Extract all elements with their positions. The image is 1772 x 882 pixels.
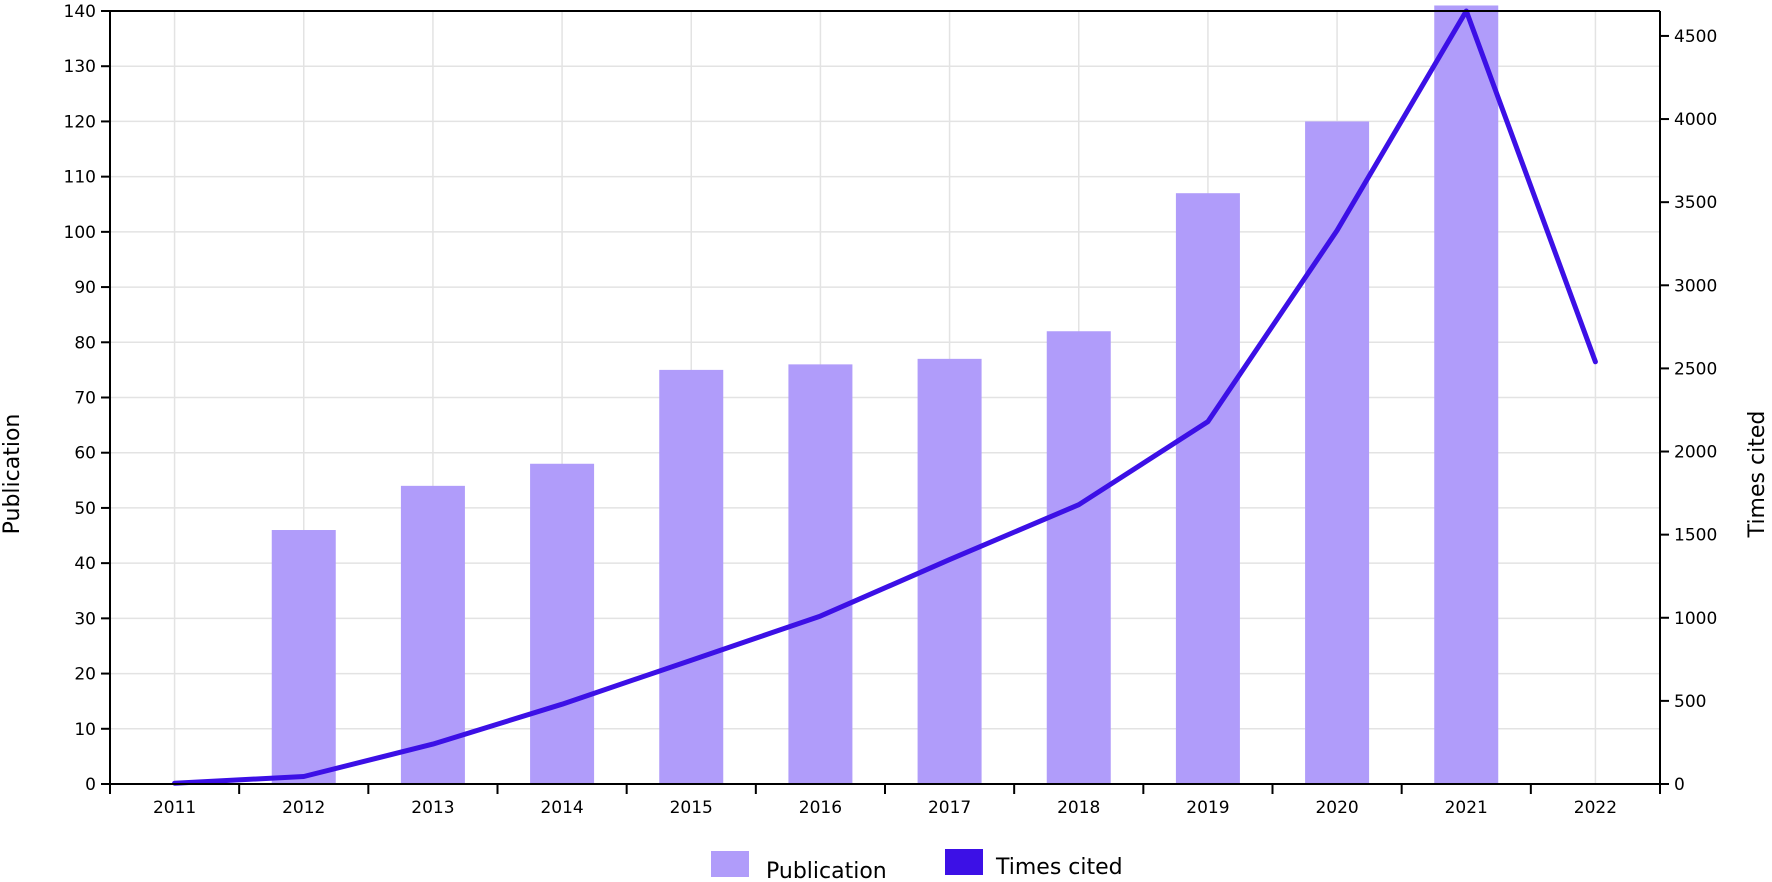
x-tick-label: 2019 xyxy=(1186,798,1229,818)
left-axis-ticks: 0 10 20 30 40 50 60 70 80 90 100 110 120 130 140 xyxy=(64,2,110,795)
left-tick-label: 90 xyxy=(74,278,96,298)
publication-bar xyxy=(530,463,595,784)
x-axis-ticks: 2011 2012 2013 2014 2015 2016 2017 2018 2019 2020… xyxy=(109,784,1661,818)
left-tick-label: 50 xyxy=(74,499,96,519)
grid xyxy=(110,10,1660,785)
right-tick-label: 3000 xyxy=(1674,276,1717,296)
right-tick-label: 2000 xyxy=(1674,443,1717,463)
times-cited-line xyxy=(172,8,1598,786)
left-tick-label: 80 xyxy=(74,333,96,353)
left-tick-label: 0 xyxy=(85,775,96,795)
x-tick-label: 2012 xyxy=(282,798,325,818)
publication-bar xyxy=(659,369,724,784)
x-tick-label: 2022 xyxy=(1574,798,1617,818)
publication-bar xyxy=(271,530,336,784)
publication-bar xyxy=(788,364,853,784)
x-tick-label: 2014 xyxy=(540,798,583,818)
legend-swatch-publication xyxy=(711,851,749,877)
right-tick-label: 1500 xyxy=(1674,526,1717,546)
publication-bar xyxy=(1305,121,1370,784)
left-tick-label: 10 xyxy=(74,720,96,740)
left-tick-label: 30 xyxy=(74,609,96,629)
right-tick-label: 500 xyxy=(1674,692,1706,712)
x-tick-label: 2020 xyxy=(1315,798,1358,818)
times-cited-line-group xyxy=(172,8,1598,786)
legend-swatch-times-cited xyxy=(945,849,983,875)
left-tick-label: 20 xyxy=(74,665,96,685)
right-tick-label: 0 xyxy=(1674,775,1685,795)
right-tick-label: 4500 xyxy=(1674,27,1717,47)
right-tick-label: 4000 xyxy=(1674,110,1717,130)
left-tick-label: 140 xyxy=(64,2,96,22)
legend: Publication Times cited xyxy=(711,849,1123,882)
legend-label-publication: Publication xyxy=(766,859,887,882)
x-tick-label: 2015 xyxy=(670,798,713,818)
left-tick-label: 130 xyxy=(64,57,96,77)
left-tick-label: 110 xyxy=(64,168,96,188)
x-tick-label: 2011 xyxy=(153,798,196,818)
left-tick-label: 120 xyxy=(64,112,96,132)
legend-label-times-cited: Times cited xyxy=(995,855,1123,880)
left-axis-title: Publication xyxy=(0,414,25,535)
x-tick-label: 2013 xyxy=(411,798,454,818)
publication-bar xyxy=(1046,331,1111,784)
publication-bar xyxy=(1175,193,1240,784)
right-tick-label: 1000 xyxy=(1674,609,1717,629)
right-axis-title: Times cited xyxy=(1745,411,1770,539)
x-tick-label: 2021 xyxy=(1445,798,1488,818)
left-tick-label: 70 xyxy=(74,389,96,409)
right-axis-ticks: 0 500 1000 1500 2000 2500 3000 3500 4000 4500 xyxy=(1660,27,1717,795)
left-tick-label: 60 xyxy=(74,444,96,464)
x-tick-label: 2018 xyxy=(1057,798,1100,818)
left-tick-label: 40 xyxy=(74,554,96,574)
publication-bars xyxy=(271,5,1499,784)
x-tick-label: 2017 xyxy=(928,798,971,818)
left-tick-label: 100 xyxy=(64,223,96,243)
publication-bar xyxy=(400,485,465,784)
right-tick-label: 3500 xyxy=(1674,193,1717,213)
publication-bar xyxy=(1434,5,1499,784)
x-tick-label: 2016 xyxy=(799,798,842,818)
right-tick-label: 2500 xyxy=(1674,359,1717,379)
